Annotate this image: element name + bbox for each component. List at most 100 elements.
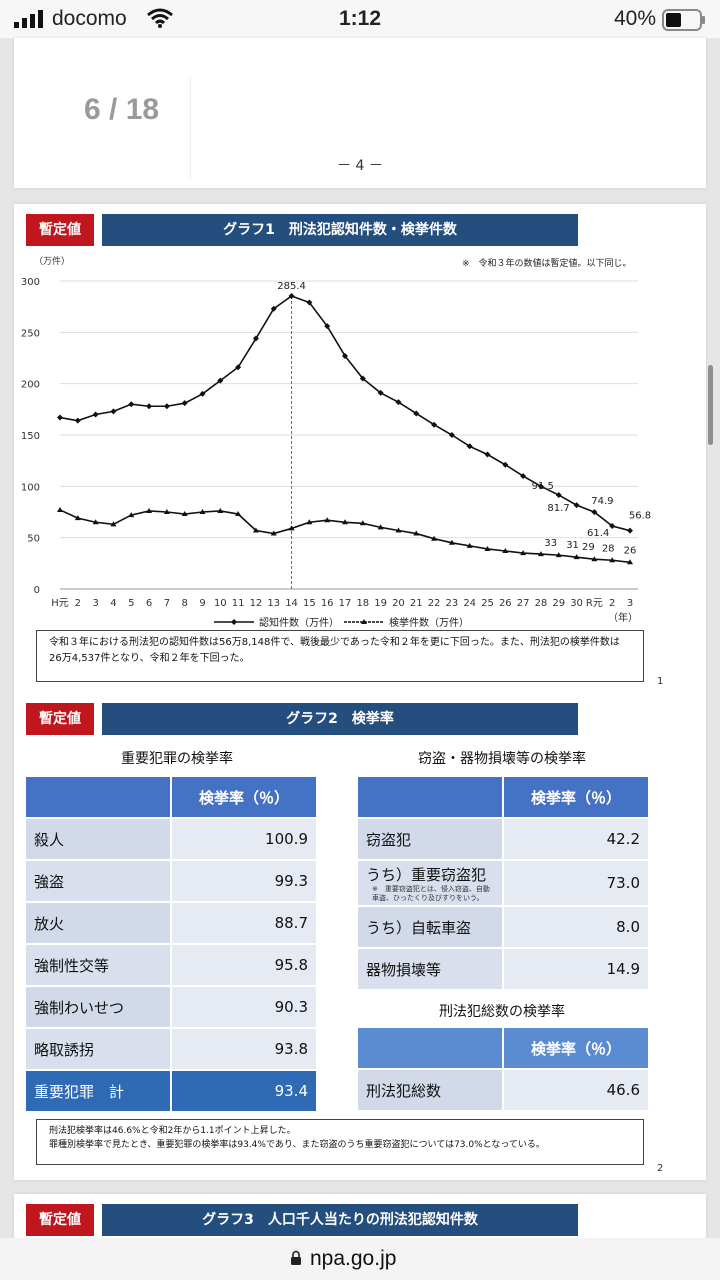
graph1-description-box: 令和３年における刑法犯の認知件数は56万8,148件で、戦後最少であった令和２年… — [36, 630, 644, 682]
lock-icon — [291, 1250, 301, 1265]
y-tick-label: 200 — [21, 380, 40, 391]
data-point — [359, 520, 366, 526]
data-point — [591, 509, 598, 516]
x-tick-label: 10 — [214, 598, 227, 609]
x-tick-label: 2 — [609, 598, 615, 609]
data-label: 28 — [602, 543, 615, 554]
data-point — [306, 299, 313, 306]
x-tick-label: 12 — [250, 598, 263, 609]
data-point — [128, 512, 135, 518]
x-tick-label: 18 — [356, 598, 369, 609]
data-point — [324, 323, 331, 330]
data-point — [235, 511, 242, 517]
data-label: 56.8 — [629, 511, 651, 522]
data-point — [163, 509, 170, 514]
data-point — [448, 432, 455, 438]
x-tick-label: 28 — [535, 598, 548, 609]
table-row: うち）重要窃盗犯 ※ 重要窃盗犯とは、侵入窃盗、自動車盗、ひったくり及びすりをいう… — [356, 859, 650, 907]
x-axis-label: （年） — [608, 611, 638, 624]
data-point — [537, 551, 544, 557]
graph1-description: 令和３年における刑法犯の認知件数は56万8,148件で、戦後最少であった令和２年… — [49, 637, 620, 664]
data-label: 29 — [582, 542, 595, 553]
data-label: 91.5 — [532, 481, 554, 492]
data-point — [502, 548, 509, 554]
data-point — [199, 509, 206, 514]
data-point — [537, 483, 544, 490]
data-point — [342, 519, 348, 525]
table-row-total: 重要犯罪 計 93.4 — [24, 1069, 318, 1113]
data-point — [324, 517, 331, 523]
address-bar[interactable]: npa.go.jp — [0, 1238, 720, 1280]
page-counter: 6 / 18 — [84, 93, 160, 126]
data-point — [270, 530, 277, 536]
x-tick-label: 24 — [463, 598, 476, 609]
provisional-badge: 暫定値 — [26, 214, 94, 246]
data-point — [520, 550, 527, 556]
wifi-icon — [147, 8, 173, 28]
graph2-description-line: 刑法犯検挙率は46.6%と令和2年から1.1ポイント上昇した。 — [49, 1126, 296, 1136]
table-row: 放火 88.7 — [24, 901, 318, 945]
page-number: 1 — [657, 676, 664, 687]
data-point — [342, 352, 348, 359]
series-line — [59, 509, 631, 564]
data-point — [431, 535, 438, 541]
y-tick-label: 250 — [21, 328, 40, 339]
data-label: 33 — [544, 538, 557, 549]
data-label: 26 — [624, 545, 637, 556]
legend-marker — [231, 619, 237, 625]
data-point — [627, 559, 633, 565]
row-label: うち）重要窃盗犯 — [366, 865, 487, 884]
data-point — [448, 539, 455, 545]
x-tick-label: 20 — [392, 598, 405, 609]
x-tick-label: 17 — [339, 598, 352, 609]
data-point — [74, 515, 81, 521]
data-point — [288, 292, 295, 299]
data-label: 31 — [566, 540, 579, 551]
x-tick-label: 30 — [570, 598, 583, 609]
x-tick-label: 2 — [75, 598, 81, 609]
data-point — [181, 511, 188, 517]
scrollbar[interactable] — [708, 365, 713, 445]
data-point — [591, 556, 598, 562]
status-bar: docomo 1:12 40% — [0, 0, 720, 38]
x-tick-label: 6 — [146, 598, 152, 609]
data-point — [128, 401, 135, 408]
y-axis-label: （万件） — [34, 255, 70, 267]
data-point — [163, 403, 170, 410]
table-row: うち）自転車盗 8.0 — [356, 905, 650, 949]
data-label: 81.7 — [547, 503, 569, 514]
y-tick-label: 150 — [21, 431, 40, 442]
data-point — [235, 364, 242, 371]
data-point — [484, 545, 491, 551]
graph3-title: グラフ3 人口千人当たりの刑法犯認知件数 — [102, 1204, 578, 1236]
divider — [190, 78, 191, 178]
table-row: 略取誘拐 93.8 — [24, 1027, 318, 1071]
x-tick-label: H元 — [51, 598, 69, 609]
y-tick-label: 100 — [21, 482, 40, 493]
data-point — [181, 400, 188, 407]
data-point — [502, 461, 509, 468]
x-tick-label: 13 — [267, 598, 280, 609]
x-tick-label: 3 — [627, 598, 633, 609]
column-header: 検挙率（％） — [502, 1026, 650, 1070]
data-point — [413, 410, 420, 417]
data-point — [555, 552, 562, 558]
table-row: 強制性交等 95.8 — [24, 943, 318, 987]
battery-percent: 40% — [613, 7, 656, 30]
data-point — [146, 507, 153, 513]
data-point — [609, 557, 616, 563]
data-label: 74.9 — [591, 496, 613, 507]
data-point — [377, 524, 384, 530]
data-point — [520, 473, 527, 480]
data-point — [288, 525, 295, 531]
data-point — [217, 507, 224, 513]
page-footer-number: － 4 － — [337, 158, 383, 174]
data-point — [92, 519, 99, 525]
x-tick-label: 16 — [321, 598, 334, 609]
graph1-title: グラフ1 刑法犯認知件数・検挙件数 — [102, 214, 578, 246]
data-point — [573, 554, 580, 560]
clock: 1:12 — [338, 7, 382, 30]
signal-icon — [14, 10, 43, 28]
theft-heading: 窃盗・器物損壊等の検挙率 — [418, 751, 586, 767]
